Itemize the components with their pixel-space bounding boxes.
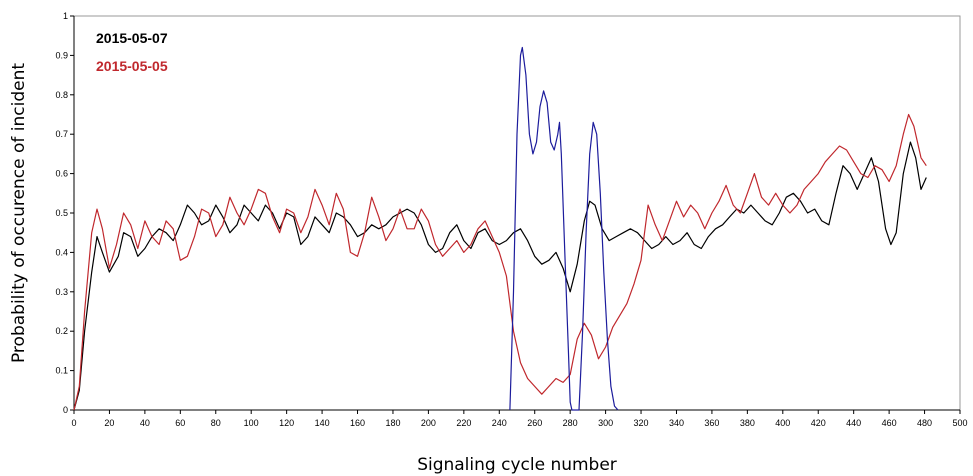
x-tick-label: 500 (952, 418, 967, 428)
series-layer (73, 46, 927, 411)
x-axis-ticks: 0 20 40 60 80 100 120 140 160 180 200 220 240 260 280 3… (71, 410, 968, 428)
legend-entry-2015-05-05: 2015-05-05 (96, 58, 168, 74)
x-tick-label: 180 (385, 418, 400, 428)
x-tick-label: 240 (492, 418, 507, 428)
x-tick-label: 60 (175, 418, 185, 428)
x-tick-label: 340 (669, 418, 684, 428)
y-tick-label: 0.7 (55, 129, 68, 139)
x-tick-label: 320 (634, 418, 649, 428)
x-tick-label: 480 (917, 418, 932, 428)
x-tick-label: 400 (775, 418, 790, 428)
y-tick-label: 0.6 (55, 169, 68, 179)
x-tick-label: 360 (704, 418, 719, 428)
x-tick-label: 460 (882, 418, 897, 428)
x-tick-label: 380 (740, 418, 755, 428)
x-tick-label: 20 (104, 418, 114, 428)
x-tick-label: 300 (598, 418, 613, 428)
series-line-3 (509, 46, 619, 411)
y-tick-label: 0.3 (55, 287, 68, 297)
y-tick-label: 1 (63, 11, 68, 21)
y-tick-label: 0.1 (55, 366, 68, 376)
x-tick-label: 260 (527, 418, 542, 428)
y-axis-title: Probability of occurence of incident (9, 63, 29, 363)
x-tick-label: 100 (244, 418, 259, 428)
y-axis-ticks: 0 0.1 0.2 0.3 0.4 0.5 0.6 0.7 0.8 0.9 1 (55, 11, 74, 415)
x-tick-label: 420 (811, 418, 826, 428)
x-tick-label: 140 (315, 418, 330, 428)
series-line-1 (73, 141, 927, 411)
x-tick-label: 200 (421, 418, 436, 428)
x-tick-label: 40 (140, 418, 150, 428)
x-axis-title: Signaling cycle number (417, 455, 617, 475)
legend: 2015-05-07 2015-05-05 (96, 30, 168, 74)
y-tick-label: 0.9 (55, 50, 68, 60)
y-tick-label: 0.4 (55, 247, 68, 257)
y-tick-label: 0.8 (55, 90, 68, 100)
x-tick-label: 0 (71, 418, 76, 428)
x-tick-label: 440 (846, 418, 861, 428)
x-tick-label: 280 (563, 418, 578, 428)
series-line-2 (73, 113, 927, 411)
x-tick-label: 80 (211, 418, 221, 428)
y-tick-label: 0 (63, 405, 68, 415)
y-tick-label: 0.5 (55, 208, 68, 218)
x-tick-label: 120 (279, 418, 294, 428)
x-tick-label: 220 (456, 418, 471, 428)
y-tick-label: 0.2 (55, 326, 68, 336)
legend-entry-2015-05-07: 2015-05-07 (96, 30, 168, 46)
plot-frame (73, 15, 961, 411)
x-tick-label: 160 (350, 418, 365, 428)
